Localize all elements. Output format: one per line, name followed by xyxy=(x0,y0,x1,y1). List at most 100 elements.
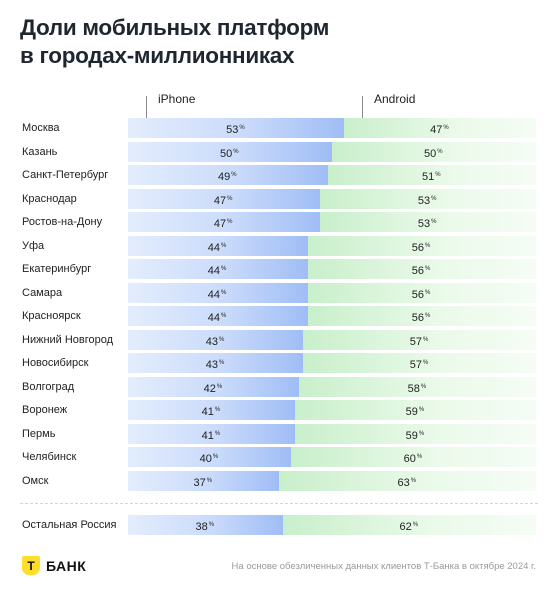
row-1-value-iphone-number: 53 xyxy=(226,124,239,136)
row-16-value-iphone-number: 37 xyxy=(193,476,206,489)
row-4-value-iphone: 47% xyxy=(214,189,233,209)
row-13-bar-android xyxy=(295,400,536,420)
row-11-value-android-unit: % xyxy=(422,360,429,366)
row-5: Ростов-на-Дону 47% 53% xyxy=(0,212,558,232)
row-8-value-iphone-number: 44 xyxy=(207,288,220,301)
row-3-value-iphone-number: 49 xyxy=(217,171,231,183)
row-6-value-iphone: 44% xyxy=(208,236,227,256)
row-14-bar-iphone xyxy=(128,423,296,444)
row-14: Пермь 41% 59% xyxy=(0,423,558,444)
row-7-value-android: 56% xyxy=(412,259,431,279)
row-9-label: Красноярск xyxy=(22,310,81,322)
row-16-value-iphone-unit: % xyxy=(206,477,213,484)
row-4-value-android-unit: % xyxy=(431,195,437,202)
tbank-logo: Т БАНК xyxy=(22,556,86,575)
row-8-value-android-unit: % xyxy=(425,289,431,296)
row-11-bar-android xyxy=(303,353,536,373)
row-total-value-iphone-number: 38 xyxy=(195,521,208,533)
row-12: Волгоград 42% 58% xyxy=(0,376,558,397)
row-1: Москва 53% 47% xyxy=(0,118,558,138)
row-5-value-iphone: 47% xyxy=(214,212,233,232)
row-7-bar-iphone xyxy=(128,259,308,279)
row-15-value-iphone-unit: % xyxy=(212,454,219,460)
row-2-bar-android xyxy=(332,141,536,162)
row-9-value-iphone: 44% xyxy=(208,306,227,326)
row-8-value-iphone: 44% xyxy=(208,283,227,303)
row-11-value-iphone-unit: % xyxy=(218,360,225,366)
row-total-label: Остальная Россия xyxy=(22,519,117,531)
row-10-bar-android xyxy=(303,329,536,350)
row-2: Казань 50% 50% xyxy=(0,141,558,162)
row-10: Нижний Новгород 43% 57% xyxy=(0,329,558,350)
row-2-label: Казань xyxy=(22,145,58,158)
row-16-value-android-unit: % xyxy=(410,477,417,484)
row-12-value-iphone: 42% xyxy=(204,377,223,397)
row-5-bar-android xyxy=(319,212,536,232)
legend-android: Android xyxy=(374,92,416,106)
row-7-value-android-unit: % xyxy=(425,266,431,272)
row-3-value-android-unit: % xyxy=(435,172,441,178)
row-3: Санкт-Петербург 49% 51% xyxy=(0,165,558,185)
row-10-value-android: 57% xyxy=(410,330,429,350)
row-13-value-iphone-number: 41 xyxy=(201,406,214,418)
row-4-bar-iphone xyxy=(128,188,320,209)
row-11-value-android-number: 57 xyxy=(409,359,422,371)
row-1-bar-iphone xyxy=(128,118,345,138)
row-14-bar-android xyxy=(295,423,536,444)
row-9-value-iphone-unit: % xyxy=(221,313,227,319)
chart-title-line-2: в городах-миллионниках xyxy=(20,43,295,68)
row-3-value-iphone: 49% xyxy=(218,165,237,185)
row-6-value-android-number: 56 xyxy=(411,241,424,254)
row-5-value-iphone-number: 47 xyxy=(213,218,227,230)
row-13-value-android: 59% xyxy=(406,400,425,420)
row-15-label: Челябинск xyxy=(22,451,77,463)
row-16-bar-android xyxy=(278,470,536,491)
row-9-value-iphone-number: 44 xyxy=(207,312,220,324)
row-12-value-iphone-unit: % xyxy=(216,383,223,390)
row-7-value-iphone-unit: % xyxy=(221,266,227,272)
row-14-value-iphone: 41% xyxy=(202,424,221,444)
row-7-value-iphone-number: 44 xyxy=(207,265,220,277)
row-13-value-iphone: 41% xyxy=(202,400,221,420)
row-15-bar-iphone xyxy=(128,447,292,467)
row-7: Екатеринбург 44% 56% xyxy=(0,259,558,279)
row-3-value-android-number: 51 xyxy=(421,171,435,183)
row-1-value-iphone-unit: % xyxy=(239,125,245,131)
row-5-value-android-number: 53 xyxy=(417,218,431,230)
row-13-label: Воронеж xyxy=(22,404,68,416)
row-10-value-iphone-unit: % xyxy=(218,336,225,343)
row-2-bar-iphone xyxy=(128,141,332,162)
row-3-bar-android xyxy=(327,165,536,185)
row-7-value-iphone: 44% xyxy=(208,259,227,279)
row-16-label: Омск xyxy=(22,474,49,487)
row-14-value-iphone-number: 41 xyxy=(201,429,214,442)
row-8-bar-android xyxy=(307,282,536,303)
row-total-value-iphone: 38% xyxy=(196,515,215,535)
chart-title: Доли мобильных платформ в городах-миллио… xyxy=(20,14,440,70)
row-6-bar-android xyxy=(307,235,536,256)
row-7-label: Екатеринбург xyxy=(22,263,92,275)
row-4: Краснодар 47% 53% xyxy=(0,188,558,209)
row-11-label: Новосибирск xyxy=(22,357,89,369)
row-9-bar-android xyxy=(307,306,536,326)
row-11-bar-iphone xyxy=(128,353,304,373)
row-10-value-iphone: 43% xyxy=(206,330,225,350)
row-2-value-android-number: 50 xyxy=(424,147,437,160)
row-6-value-iphone-number: 44 xyxy=(207,241,220,254)
row-5-label: Ростов-на-Дону xyxy=(22,216,103,228)
row-16-value-iphone: 37% xyxy=(193,471,212,491)
row-11-value-iphone-number: 43 xyxy=(205,359,218,371)
row-4-bar-android xyxy=(319,188,536,209)
row-10-value-iphone-number: 43 xyxy=(205,335,218,348)
row-1-label: Москва xyxy=(22,122,60,134)
row-2-value-android: 50% xyxy=(424,142,443,162)
row-13: Воронеж 41% 59% xyxy=(0,400,558,420)
row-9-value-android-number: 56 xyxy=(411,312,424,324)
legend-iphone-marker xyxy=(146,96,147,126)
row-8: Самара 44% 56% xyxy=(0,282,558,303)
row-12-bar-android xyxy=(299,376,536,397)
row-8-value-android-number: 56 xyxy=(411,288,424,301)
row-6: Уфа 44% 56% xyxy=(0,235,558,256)
row-11: Новосибирск 43% 57% xyxy=(0,353,558,373)
row-14-value-android-unit: % xyxy=(418,430,425,437)
